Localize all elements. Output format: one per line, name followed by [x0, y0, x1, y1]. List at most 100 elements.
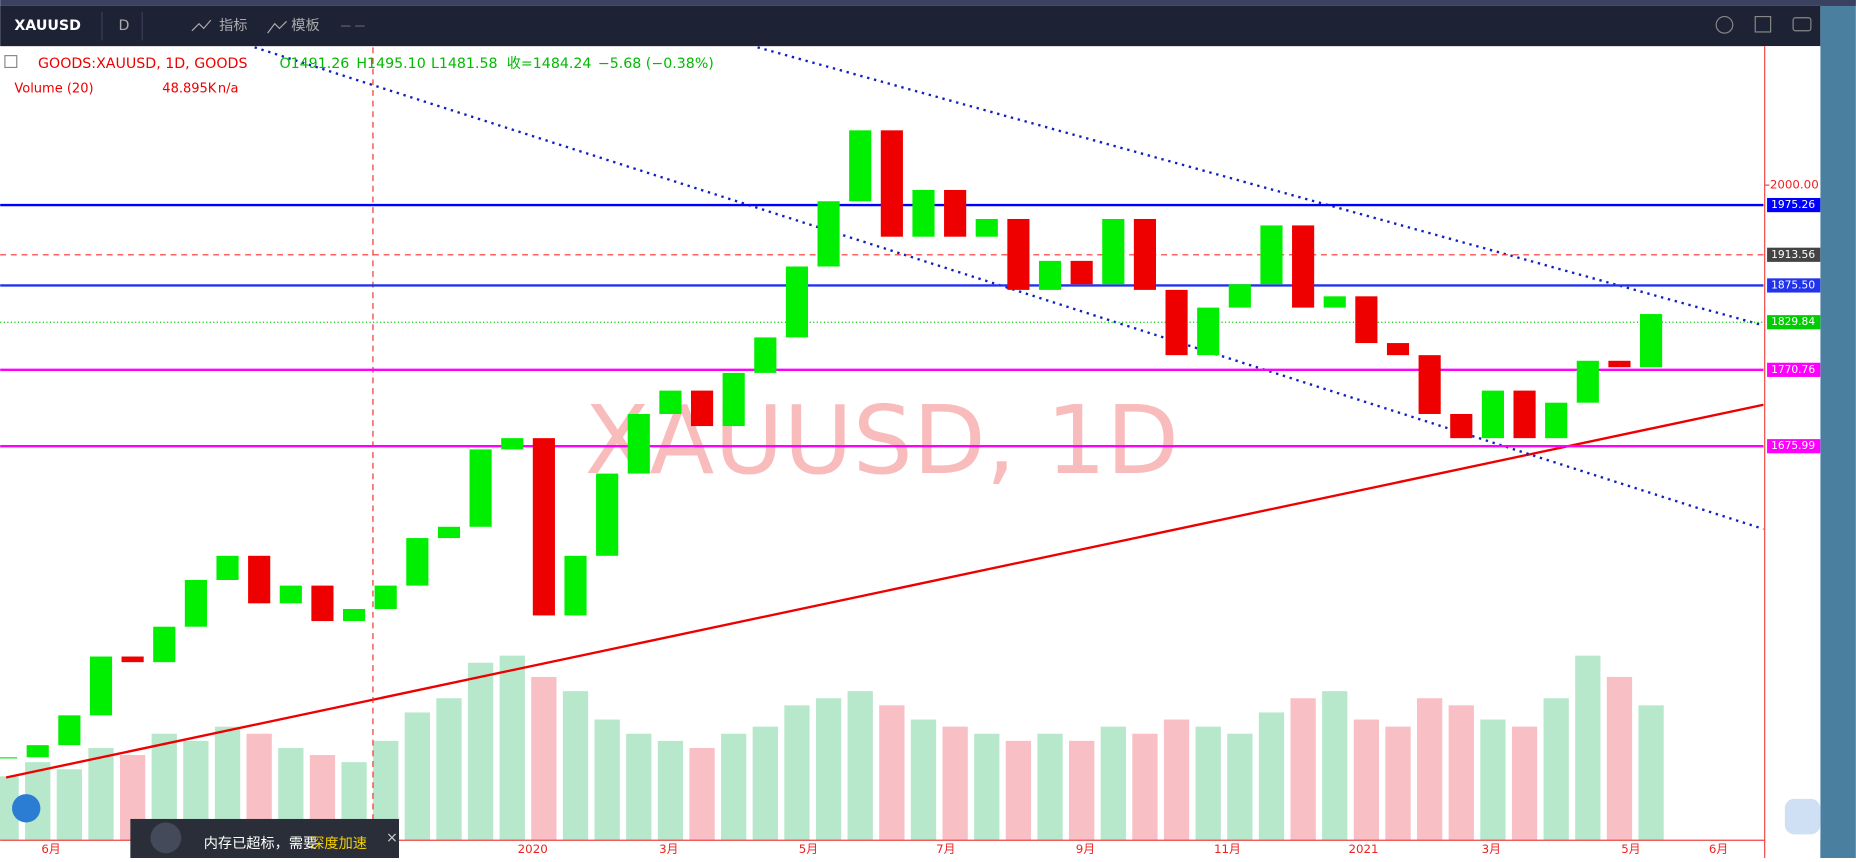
volume-bar	[1290, 698, 1316, 841]
candle	[817, 201, 840, 267]
candle	[184, 579, 207, 627]
candle	[1640, 314, 1663, 368]
desktop-edge	[1820, 0, 1856, 858]
candle	[1007, 218, 1030, 290]
volume-bar	[0, 776, 19, 841]
candle	[1292, 225, 1315, 308]
volume-bar	[942, 726, 968, 841]
candle	[153, 626, 176, 663]
candle	[627, 413, 650, 474]
level-label: 1675.99	[1771, 439, 1815, 452]
volume-bar	[531, 676, 557, 841]
legend-low: L1481.58	[431, 56, 498, 72]
volume-bar	[1258, 712, 1285, 841]
candle	[754, 337, 777, 373]
candle	[1513, 390, 1536, 439]
symbol[interactable]: XAUUSD	[14, 18, 81, 34]
legend-series: GOODS:XAUUSD, 1D, GOODS	[38, 56, 247, 72]
volume-bar	[594, 719, 620, 841]
level-label: 1829.84	[1771, 315, 1815, 328]
x-tick-label: 7月	[936, 842, 955, 856]
collapse-button[interactable]	[4, 55, 18, 69]
x-tick-label: 3月	[1482, 842, 1501, 856]
volume-bar	[499, 655, 525, 841]
x-tick-label: 9月	[1076, 842, 1095, 856]
notice-link[interactable]: 深度加速	[310, 836, 367, 852]
volume-bar	[1195, 726, 1221, 841]
x-tick-label: 5月	[1621, 842, 1640, 856]
volume-value: 48.895K	[162, 81, 216, 96]
cloud-button[interactable]	[12, 794, 41, 823]
level-label-bg	[1767, 362, 1821, 377]
candle	[0, 757, 18, 759]
x-tick-label: 2021	[1348, 842, 1378, 856]
volume-bar	[626, 733, 652, 841]
candle	[1608, 360, 1631, 368]
interval[interactable]: D	[119, 18, 130, 34]
fullscreen-icon[interactable]	[1754, 15, 1772, 33]
level-label-bg	[1767, 439, 1821, 454]
candle	[912, 189, 935, 237]
volume-bar	[56, 769, 83, 841]
watermark: XAUUSD, 1D	[585, 386, 1179, 496]
candle	[1102, 218, 1125, 285]
volume-bar	[1416, 698, 1443, 841]
legend-open: O1491.26	[279, 56, 349, 72]
legend-close: 收=1484.24	[507, 56, 592, 72]
settings-icon[interactable]	[1715, 15, 1734, 34]
notice-icon	[150, 822, 182, 854]
candle	[1545, 402, 1568, 439]
volume-bar	[1606, 676, 1633, 841]
notice-text: 内存已超标，需要	[204, 836, 318, 852]
templates[interactable]: 模板	[291, 18, 319, 34]
volume-bar	[1385, 726, 1411, 841]
volume-bar	[847, 691, 873, 841]
volume-bar	[1353, 719, 1380, 841]
candle	[1165, 289, 1188, 356]
level-label: 1913.56	[1771, 248, 1815, 261]
volume-bar	[752, 726, 778, 841]
level-label-bg	[1767, 247, 1821, 262]
toolbar	[0, 5, 1821, 47]
candle	[248, 555, 271, 604]
volume-bar	[689, 747, 715, 841]
x-tick-label: 2020	[518, 842, 548, 856]
draw-button[interactable]	[1784, 798, 1821, 835]
volume-bar	[1480, 719, 1506, 841]
volume-bar	[1069, 740, 1095, 841]
candle	[1450, 413, 1473, 439]
level-label: 1975.26	[1771, 198, 1815, 211]
candle	[121, 656, 144, 663]
volume-bar	[1227, 733, 1253, 841]
y-tick-label: 2000.00	[1770, 178, 1819, 192]
legend-change: −5.68 (−0.38%)	[598, 56, 714, 72]
candle	[564, 555, 587, 616]
snapshot-icon[interactable]	[1792, 17, 1812, 32]
volume-bar	[1005, 740, 1032, 841]
volume-bar	[88, 747, 114, 841]
x-tick-label: 3月	[659, 842, 678, 856]
volume-ma: n/a	[218, 81, 239, 96]
candle	[343, 608, 366, 622]
level-label: 1875.50	[1771, 278, 1815, 291]
candle	[1260, 225, 1283, 285]
volume-bar	[1448, 705, 1474, 841]
candle	[1418, 355, 1441, 414]
candle	[1070, 260, 1093, 285]
volume-bar	[1575, 655, 1601, 841]
candle	[311, 585, 334, 622]
candle	[501, 438, 524, 450]
candle	[1038, 260, 1062, 290]
volume-bar	[784, 705, 810, 841]
x-tick-label: 11月	[1214, 842, 1241, 856]
volume-label: Volume (20)	[14, 81, 93, 96]
channel-line	[254, 46, 1764, 531]
volume-bar	[404, 712, 430, 841]
toolbar-icons	[191, 19, 287, 34]
legend-high: H1495.10	[356, 56, 425, 72]
candle	[406, 538, 429, 586]
indicators[interactable]: 指标	[219, 18, 247, 34]
notice-close[interactable]: ×	[386, 830, 398, 846]
volume-bar	[1132, 733, 1158, 841]
